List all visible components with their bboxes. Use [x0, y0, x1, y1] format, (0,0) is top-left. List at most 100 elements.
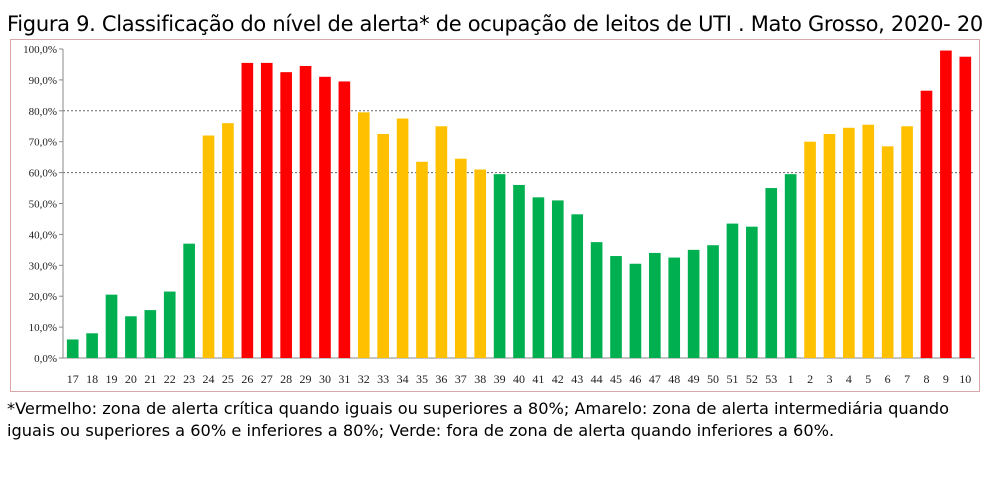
- bar: [241, 62, 254, 358]
- x-tick-label: 19: [106, 372, 118, 386]
- x-tick-label: 20: [125, 372, 137, 386]
- x-tick-label: 7: [904, 372, 910, 386]
- bar: [513, 184, 525, 358]
- bar: [629, 263, 642, 358]
- bar-chart: 0,0% 10,0% 20,0% 30,0% 40,0% 50,0% 60,0% 70,0% 8…: [23, 44, 975, 386]
- bar: [784, 174, 797, 358]
- x-tick-label: 2: [807, 372, 813, 386]
- bar: [86, 333, 98, 358]
- bar: [435, 126, 448, 358]
- chart-frame: [10, 39, 980, 392]
- x-tick-label: 3: [826, 372, 832, 386]
- x-tick-label: 34: [397, 372, 409, 386]
- x-tick-label: 49: [688, 372, 700, 386]
- bar: [610, 256, 622, 358]
- x-tick-label: 28: [280, 372, 292, 386]
- bar: [649, 252, 661, 358]
- x-tick-label: 26: [241, 372, 253, 386]
- bar: [843, 127, 855, 358]
- x-tick-label: 10: [959, 372, 971, 386]
- y-tick-label: 0,0%: [34, 353, 57, 365]
- x-tick-label: 18: [86, 372, 98, 386]
- x-tick-label: 36: [435, 372, 447, 386]
- x-tick-label: 22: [164, 372, 176, 386]
- bar: [532, 197, 545, 358]
- bar: [881, 146, 894, 358]
- x-tick-label: 42: [552, 372, 564, 386]
- bar: [901, 126, 913, 358]
- x-tick-label: 52: [746, 372, 758, 386]
- bar: [202, 135, 215, 358]
- bar: [280, 72, 292, 359]
- x-tick-label: 39: [494, 372, 506, 386]
- bar: [940, 50, 952, 359]
- bar: [260, 62, 273, 358]
- bar: [183, 243, 195, 358]
- x-tick-label: 17: [67, 372, 79, 386]
- bar: [338, 81, 351, 358]
- x-tick-label: 25: [222, 372, 234, 386]
- bar: [590, 242, 603, 358]
- x-tick-label: 31: [338, 372, 350, 386]
- x-tick-label: 46: [629, 372, 641, 386]
- bar: [163, 291, 176, 358]
- x-tick-label: 47: [649, 372, 661, 386]
- bar: [959, 56, 972, 358]
- x-tick-label: 51: [726, 372, 738, 386]
- x-tick-label: 9: [943, 372, 949, 386]
- x-tick-label: 23: [183, 372, 195, 386]
- x-tick-label: 1: [788, 372, 794, 386]
- x-tick-label: 38: [474, 372, 486, 386]
- x-tick-label: 44: [591, 372, 603, 386]
- bar: [707, 245, 719, 358]
- x-tick-label: 45: [610, 372, 622, 386]
- bar: [804, 141, 816, 358]
- bar: [377, 133, 389, 358]
- x-tick-label: 21: [144, 372, 156, 386]
- bar: [493, 174, 506, 358]
- bar: [726, 223, 739, 358]
- bar: [299, 65, 312, 359]
- bar: [551, 200, 564, 358]
- x-tick-label: 37: [455, 372, 467, 386]
- x-tick-label: 27: [261, 372, 273, 386]
- bar: [823, 133, 836, 358]
- bar: [319, 76, 331, 358]
- x-tick-label: 8: [923, 372, 929, 386]
- x-tick-label: 41: [532, 372, 544, 386]
- bar: [396, 118, 409, 359]
- x-tick-label: 40: [513, 372, 525, 386]
- y-tick-label: 90,0%: [29, 75, 57, 87]
- y-tick-label: 30,0%: [29, 260, 57, 272]
- x-tick-label: 30: [319, 372, 331, 386]
- bar: [571, 214, 584, 358]
- y-tick-label: 80,0%: [29, 106, 57, 118]
- bar: [66, 339, 79, 358]
- y-tick-label: 10,0%: [29, 322, 57, 334]
- x-tick-label: 50: [707, 372, 719, 386]
- figure-footnote: *Vermelho: zona de alerta crítica quando…: [7, 399, 950, 440]
- bar: [687, 249, 700, 358]
- x-tick-label: 43: [571, 372, 583, 386]
- bar: [765, 188, 778, 358]
- bar: [357, 112, 370, 358]
- x-tick-label: 5: [865, 372, 871, 386]
- x-tick-label: 32: [358, 372, 370, 386]
- bar: [125, 316, 137, 358]
- x-tick-label: 29: [300, 372, 312, 386]
- bar: [416, 161, 428, 358]
- figure-title: Figura 9. Classificação do nível de aler…: [7, 12, 984, 36]
- y-tick-label: 40,0%: [29, 229, 57, 241]
- x-tick-label: 33: [377, 372, 389, 386]
- x-tick-label: 35: [416, 372, 428, 386]
- bar: [474, 169, 487, 358]
- bar: [454, 158, 467, 358]
- x-tick-label: 24: [203, 372, 215, 386]
- bar: [222, 123, 234, 358]
- bar: [920, 90, 933, 358]
- y-tick-label: 100,0%: [23, 44, 57, 56]
- y-tick-label: 50,0%: [29, 199, 57, 211]
- bar: [746, 226, 758, 358]
- x-tick-label: 53: [765, 372, 777, 386]
- x-tick-label: 48: [668, 372, 680, 386]
